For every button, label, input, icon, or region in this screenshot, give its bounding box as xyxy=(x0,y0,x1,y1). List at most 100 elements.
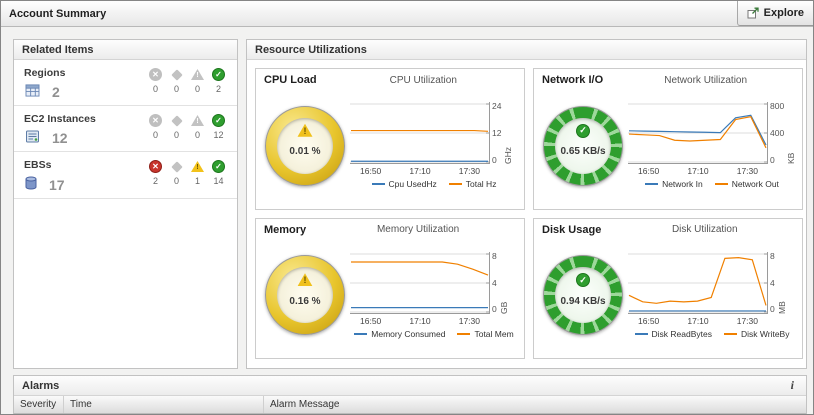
fatal-count: 2 xyxy=(152,176,158,186)
critical-count: 0 xyxy=(173,130,179,140)
legend-label: Cpu UsedHz xyxy=(388,179,437,190)
legend-label: Disk WriteBy xyxy=(740,328,790,339)
column-severity[interactable]: Severity xyxy=(14,396,64,413)
y-tick-label: 0 xyxy=(492,304,497,315)
legend-line-swatch xyxy=(448,183,462,186)
related-item-count[interactable]: 17 xyxy=(49,176,65,193)
x-tick-label: 17:30 xyxy=(458,315,480,326)
info-icon[interactable]: i xyxy=(790,378,794,392)
alarms-panel: Alarms i Severity Time Alarm Message xyxy=(13,375,807,414)
legend-line-swatch xyxy=(723,332,737,335)
cpu-utilization-plot[interactable] xyxy=(350,102,490,165)
normal-count: 14 xyxy=(213,176,224,186)
y-tick-label: 0 xyxy=(492,154,497,165)
normal-icon: ✓ xyxy=(212,160,225,173)
related-items-panel: Related Items Regions 2 ✕ xyxy=(13,39,238,369)
status-normal[interactable]: ✓ xyxy=(212,68,225,81)
x-tick-label: 17:10 xyxy=(409,166,431,177)
legend-line-swatch xyxy=(634,332,648,335)
fatal-icon: ✕ xyxy=(149,114,162,127)
cpu-legend: Cpu UsedHz Total Hz xyxy=(350,176,518,189)
warning-icon: ! xyxy=(297,273,313,287)
normal-count: 12 xyxy=(213,130,224,140)
explore-label: Explore xyxy=(763,7,804,19)
memory-y-ticks: 8 4 0 xyxy=(492,252,497,314)
warning-icon: ! xyxy=(297,123,313,137)
status-critical[interactable] xyxy=(170,68,183,81)
network-chart-title: Network Utilization xyxy=(664,74,748,86)
status-fatal[interactable]: ✕ xyxy=(149,160,162,173)
resource-utilizations-panel: Resource Utilizations CPU Load CPU Utili… xyxy=(246,39,807,369)
explore-button[interactable]: Explore xyxy=(736,1,813,26)
related-item-count[interactable]: 2 xyxy=(52,84,60,100)
memory-gauge-face: ! 0.16 % xyxy=(277,267,333,324)
related-item-label: EC2 Instances xyxy=(24,113,96,125)
network-utilization-plot[interactable] xyxy=(628,102,768,165)
cpu-y-unit: GHz xyxy=(503,147,514,165)
cpu-utilization-chart: 24 12 0 GHz 16:50 17:10 17:30 Cpu UsedHz Tota… xyxy=(348,102,518,189)
disk-y-ticks: 8 4 0 xyxy=(770,252,775,314)
cpu-load-panel: CPU Load CPU Utilization ! 0.01 % xyxy=(255,68,525,210)
fatal-icon: ✕ xyxy=(149,68,162,81)
critical-count: 0 xyxy=(173,176,179,186)
warning-count: 0 xyxy=(194,130,200,140)
memory-gauge[interactable]: ! 0.16 % xyxy=(265,255,345,336)
column-alarm-message[interactable]: Alarm Message xyxy=(270,399,340,410)
fatal-count: 0 xyxy=(152,130,158,140)
status-fatal[interactable]: ✕ xyxy=(149,68,162,81)
regions-icon xyxy=(25,84,40,100)
related-item-row-regions[interactable]: Regions 2 ✕ ! ✓ 0 xyxy=(14,60,237,106)
status-warning[interactable]: ! xyxy=(191,68,204,81)
alarms-column-headers: Severity Time Alarm Message xyxy=(14,396,806,414)
related-item-label: Regions xyxy=(24,67,66,79)
related-item-row-ec2-instances[interactable]: EC2 Instances 12 ✕ ! ✓ 0 xyxy=(14,106,237,152)
critical-icon xyxy=(170,68,183,81)
network-x-ticks: 16:50 17:10 17:30 xyxy=(628,164,768,176)
disk-usage-gauge[interactable]: ✓ 0.94 KB/s xyxy=(543,255,623,336)
legend-item: Cpu UsedHz xyxy=(371,179,437,190)
x-tick-label: 17:10 xyxy=(687,166,709,177)
normal-icon: ✓ xyxy=(212,114,225,127)
alarms-header: Alarms i xyxy=(14,376,806,396)
cpu-load-value: 0.01 % xyxy=(289,146,321,158)
fatal-count: 0 xyxy=(152,84,158,94)
x-tick-label: 16:50 xyxy=(360,166,382,177)
column-time[interactable]: Time xyxy=(64,396,264,413)
status-critical[interactable] xyxy=(170,160,183,173)
x-tick-label: 17:10 xyxy=(687,315,709,326)
disk-legend: Disk ReadBytes Disk WriteBy xyxy=(628,326,796,339)
network-io-gauge[interactable]: ✓ 0.65 KB/s xyxy=(543,105,623,186)
fatal-icon: ✕ xyxy=(149,160,162,173)
related-item-row-ebss[interactable]: EBSs 17 ✕ ! ✓ 2 0 1 xyxy=(14,152,237,199)
cpu-y-ticks: 24 12 0 xyxy=(492,102,501,164)
memory-utilization-plot[interactable] xyxy=(350,251,490,314)
network-io-title: Network I/O xyxy=(542,74,604,86)
related-item-count[interactable]: 12 xyxy=(52,130,68,146)
alarms-title: Alarms xyxy=(22,379,60,392)
status-warning[interactable]: ! xyxy=(191,160,204,173)
legend-item: Total Hz xyxy=(448,179,496,189)
legend-item: Network In xyxy=(645,179,703,189)
status-fatal[interactable]: ✕ xyxy=(149,114,162,127)
warning-count: 1 xyxy=(194,176,200,186)
network-y-ticks: 800 400 0 xyxy=(770,102,784,164)
disk-utilization-plot[interactable] xyxy=(628,251,768,314)
memory-utilization-chart: 8 4 0 GB 16:50 17:10 17:30 Memory Consumed To… xyxy=(348,252,518,339)
status-critical[interactable] xyxy=(170,114,183,127)
legend-line-swatch xyxy=(354,332,368,335)
normal-count: 2 xyxy=(215,84,221,94)
legend-label: Disk ReadBytes xyxy=(651,328,712,339)
cpu-load-gauge[interactable]: ! 0.01 % xyxy=(265,105,345,186)
status-normal[interactable]: ✓ xyxy=(212,114,225,127)
legend-line-swatch xyxy=(714,183,728,186)
status-warning[interactable]: ! xyxy=(191,114,204,127)
critical-count: 0 xyxy=(173,84,179,94)
memory-chart-title: Memory Utilization xyxy=(376,224,460,235)
normal-icon: ✓ xyxy=(576,273,590,288)
warning-count: 0 xyxy=(194,84,200,94)
warning-icon: ! xyxy=(191,69,204,80)
status-normal[interactable]: ✓ xyxy=(212,160,225,173)
memory-x-ticks: 16:50 17:10 17:30 xyxy=(350,314,490,326)
x-tick-label: 17:30 xyxy=(458,166,480,177)
resource-utilizations-title: Resource Utilizations xyxy=(255,43,367,56)
